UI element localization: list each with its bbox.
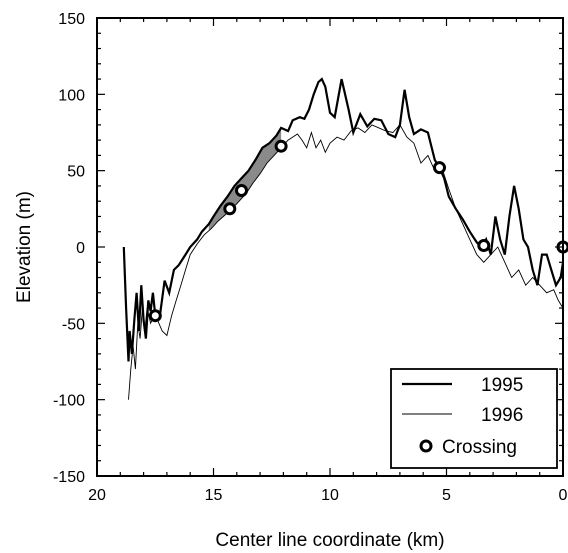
crossing-marker (433, 161, 446, 175)
y-axis-ticks: 150 100 50 0 -50 -100 -150 (53, 11, 563, 486)
crossing-marker (223, 202, 237, 216)
crossing-markers (148, 139, 568, 323)
x-tick-label: 0 (559, 487, 568, 504)
crossing-marker (274, 139, 288, 153)
y-axis-title: Elevation (m) (14, 191, 35, 303)
y-tick-label: -100 (53, 393, 85, 410)
x-tick-label: 10 (321, 487, 339, 504)
x-tick-label: 15 (205, 487, 223, 504)
legend: 1995 1996 Crossing (390, 368, 558, 469)
legend-label-crossing: Crossing (442, 437, 517, 458)
y-tick-label: 150 (58, 11, 85, 28)
y-tick-label: 0 (76, 240, 85, 257)
legend-box (390, 368, 558, 469)
y-tick-label: 100 (58, 87, 85, 104)
crossing-marker (235, 184, 248, 197)
y-tick-label: -150 (53, 469, 85, 486)
x-tick-label: 5 (442, 487, 451, 504)
x-axis-ticks: 20 15 10 5 0 (88, 18, 568, 504)
plot-area (122, 77, 568, 400)
series-line-1995 (122, 77, 565, 362)
legend-swatch-crossing (419, 439, 433, 453)
y-tick-label: 50 (67, 164, 85, 181)
series-line-1996 (128, 124, 564, 400)
crossing-marker (148, 309, 162, 323)
x-tick-label: 20 (88, 487, 106, 504)
y-tick-label: -50 (62, 316, 85, 333)
x-axis-title: Center line coordinate (km) (215, 530, 444, 551)
legend-label-1996: 1996 (481, 405, 523, 426)
legend-label-1995: 1995 (481, 375, 523, 396)
crossing-marker (477, 239, 491, 252)
